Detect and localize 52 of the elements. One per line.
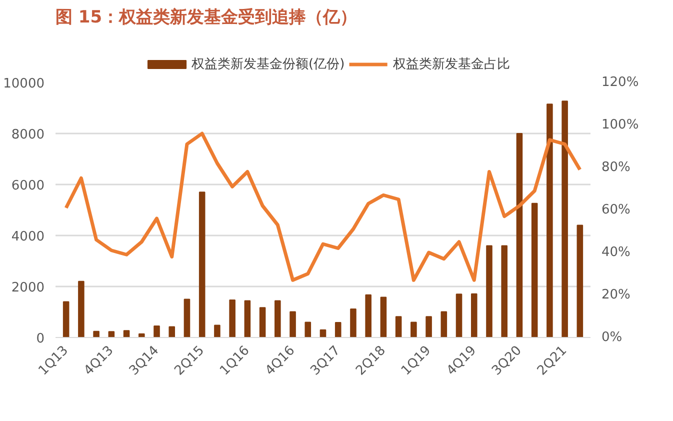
bar	[365, 294, 372, 338]
bar	[380, 296, 387, 338]
y2-tick-label: 120%	[602, 75, 639, 90]
y-tick-label: 0	[36, 332, 45, 346]
bar	[516, 133, 523, 338]
bar	[562, 100, 568, 338]
bar	[290, 311, 296, 338]
line-series	[64, 132, 582, 282]
bar	[244, 300, 251, 338]
bar	[486, 245, 492, 338]
y-tick-label: 6000	[11, 178, 45, 194]
bar	[62, 301, 70, 338]
bar	[123, 330, 130, 338]
y2-tick-label: 80%	[602, 160, 630, 175]
bar	[93, 330, 100, 338]
bar	[320, 329, 326, 338]
bar	[138, 333, 145, 338]
bar	[334, 322, 342, 338]
chart-title: 图 15：权益类新发基金受到追捧（亿）	[56, 8, 358, 28]
bar	[78, 280, 84, 338]
y-tick-label: 2000	[11, 280, 45, 296]
bar	[410, 322, 417, 338]
bar	[426, 316, 432, 338]
legend-label: 权益类新发基金份额(亿份)	[190, 57, 345, 72]
bar	[470, 293, 478, 338]
y-tick-label: 4000	[11, 230, 45, 244]
bar	[184, 298, 190, 338]
bar	[259, 307, 266, 338]
bar	[440, 311, 448, 338]
bar	[274, 300, 281, 338]
bar	[576, 224, 584, 338]
bar	[304, 322, 312, 338]
bar	[350, 308, 356, 338]
y2-tick-label: 40%	[602, 245, 630, 260]
bar	[501, 245, 508, 338]
bar	[395, 316, 402, 338]
y2-tick-label: 60%	[602, 202, 630, 218]
bar	[456, 294, 462, 338]
y2-tick-label: 20%	[602, 288, 630, 302]
y2-tick-label: 0%	[602, 330, 622, 345]
bar	[108, 331, 115, 338]
bar	[229, 300, 236, 338]
bar	[198, 192, 206, 338]
bar	[531, 202, 538, 338]
y-tick-label: 10000	[3, 76, 45, 92]
legend-label: 权益类新发基金占比	[392, 57, 510, 72]
bar	[154, 326, 160, 338]
bar	[546, 104, 553, 338]
bar	[168, 326, 176, 338]
y-tick-label: 8000	[11, 128, 45, 142]
y2-tick-label: 100%	[602, 118, 639, 132]
bar	[214, 324, 220, 338]
